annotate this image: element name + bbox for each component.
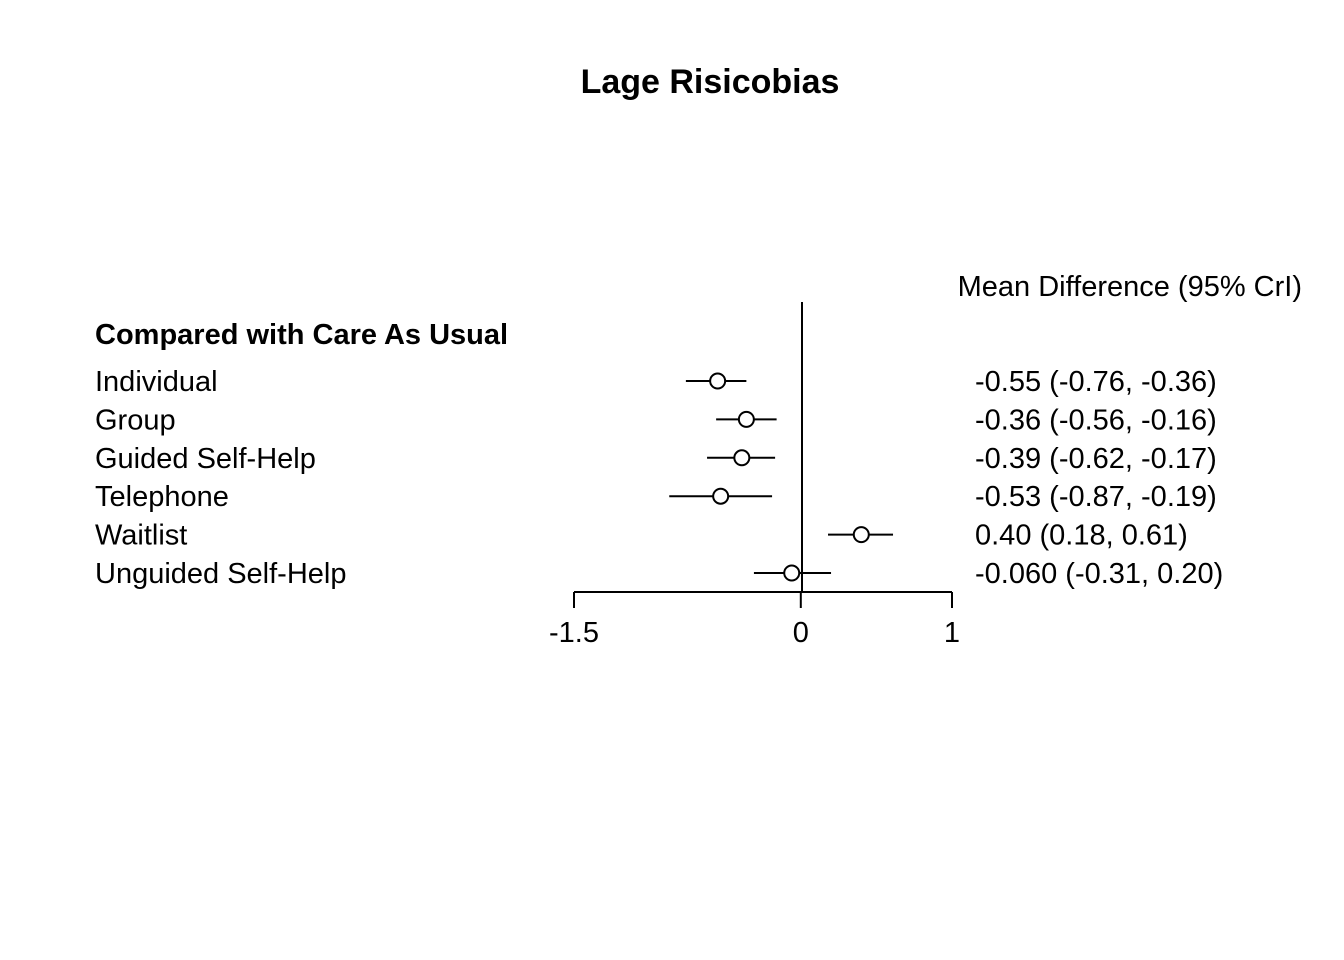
group-heading: Compared with Care As Usual: [95, 319, 508, 351]
point-estimate: [737, 410, 755, 428]
forest-row: Waitlist 0.40 (0.18, 0.61): [95, 520, 1188, 552]
forest-row: Individual -0.55 (-0.76, -0.36): [95, 366, 1217, 398]
forest-row: Guided Self-Help -0.39 (-0.62, -0.17): [95, 443, 1217, 475]
point-estimate: [783, 564, 801, 582]
forest-row: Unguided Self-Help -0.060 (-0.31, 0.20): [95, 558, 1223, 590]
row-label: Guided Self-Help: [95, 443, 316, 475]
x-tick-label: -1.5: [549, 617, 599, 649]
point-estimate: [712, 487, 730, 505]
estimate-text: 0.40 (0.18, 0.61): [975, 520, 1188, 552]
estimate-column-header: Mean Difference (95% CrI): [958, 271, 1302, 303]
point-estimate: [852, 526, 870, 544]
estimate-text: -0.39 (-0.62, -0.17): [975, 443, 1217, 475]
x-tick-label: 0: [793, 617, 809, 649]
point-estimate: [733, 449, 751, 467]
estimate-text: -0.53 (-0.87, -0.19): [975, 481, 1217, 513]
forest-row: Telephone -0.53 (-0.87, -0.19): [95, 481, 1217, 513]
x-tick-label: 1: [944, 617, 960, 649]
row-label: Individual: [95, 366, 218, 398]
estimate-text: -0.55 (-0.76, -0.36): [975, 366, 1217, 398]
x-axis: -1.5 0 1: [549, 591, 960, 649]
row-label: Waitlist: [95, 520, 187, 552]
estimate-text: -0.060 (-0.31, 0.20): [975, 558, 1223, 590]
point-estimate: [709, 372, 727, 390]
row-label: Group: [95, 404, 176, 436]
chart-title: Lage Risicobias: [581, 63, 840, 101]
forest-row: Group -0.36 (-0.56, -0.16): [95, 404, 1217, 436]
row-label: Telephone: [95, 481, 229, 513]
row-label: Unguided Self-Help: [95, 558, 346, 590]
rows-layer: Individual -0.55 (-0.76, -0.36) Group -0.36…: [95, 366, 1223, 590]
estimate-text: -0.36 (-0.56, -0.16): [975, 404, 1217, 436]
